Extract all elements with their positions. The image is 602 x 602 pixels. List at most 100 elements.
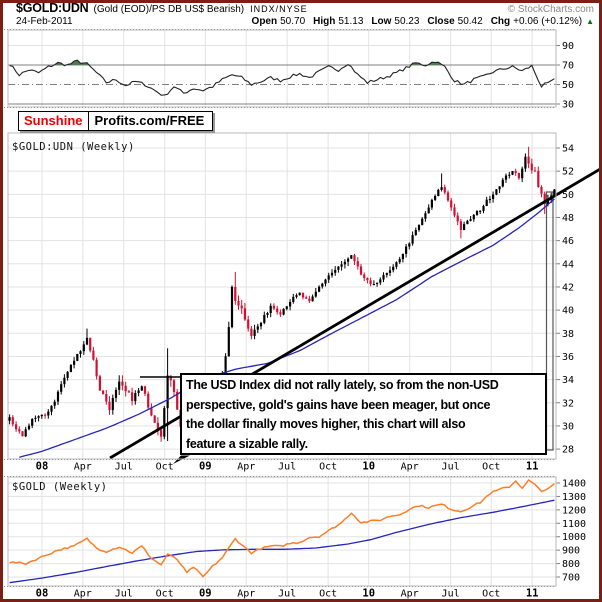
chart-header: $GOLD:UDN (Gold (EOD)/PS DB US$ Bearish)…	[0, 0, 602, 29]
gold-moving-average-line	[9, 499, 555, 584]
candle-body	[156, 422, 159, 430]
candle-body	[343, 261, 346, 265]
change-up-icon: ▲	[586, 17, 594, 26]
symbol-description: (Gold (EOD)/PS DB US$ Bearish)	[93, 4, 245, 15]
candle-body	[121, 381, 124, 386]
axis-label: 40	[562, 306, 574, 317]
candle-body	[256, 326, 259, 330]
candle-body	[324, 279, 327, 284]
candle-body	[388, 270, 392, 273]
axis-label: Apr	[74, 462, 92, 473]
annotation-line: perspective, gold's gains have been meag…	[186, 397, 491, 412]
candle-body	[118, 381, 121, 390]
callout-rect	[545, 191, 554, 451]
candle-body	[472, 214, 475, 220]
candle-body	[82, 344, 85, 352]
axis-label: 10	[362, 461, 375, 473]
candle-body	[411, 235, 414, 244]
candle-body	[114, 389, 118, 398]
panel-border	[7, 132, 557, 460]
axis-label: Jul	[442, 462, 460, 473]
gold-panel: 1400 1300 1200 1100 1000 900 800 700	[8, 479, 586, 584]
candle-body	[353, 255, 356, 262]
axis-label: 36	[562, 352, 574, 363]
axis-label: Jul	[442, 589, 460, 600]
sunshine-domain-text: Profits.com/FREE	[94, 113, 205, 128]
candle-body	[504, 175, 508, 180]
candle-body	[318, 286, 321, 292]
candle-body	[469, 219, 472, 221]
candle-body	[434, 196, 437, 200]
candle-body	[395, 262, 398, 267]
candle-body	[453, 207, 456, 216]
candle-body	[50, 405, 53, 412]
axis-label: 46	[562, 236, 574, 247]
axis-label: Apr	[74, 589, 92, 600]
candle-body	[73, 360, 76, 365]
candle-body	[421, 218, 424, 226]
candle-body	[427, 207, 430, 214]
axis-label: 800	[562, 559, 580, 570]
candle-body	[305, 297, 308, 299]
candle-body	[308, 298, 311, 302]
change-label: Chg	[490, 16, 511, 27]
oscillator-panel: 90 70 50 30	[8, 41, 574, 111]
axis-label: Oct	[319, 589, 337, 600]
candle-body	[485, 199, 488, 206]
sunshine-brand-text: Sunshine	[19, 112, 89, 130]
sunshine-profits-link[interactable]: Sunshine Profits.com/FREE	[18, 111, 214, 131]
candle-body	[327, 275, 330, 280]
candle-body	[98, 376, 101, 391]
oscillator-line	[9, 59, 555, 96]
candle-body	[224, 356, 227, 376]
candle-body	[408, 243, 411, 247]
candle-body	[140, 386, 143, 391]
header-line-1: $GOLD:UDN (Gold (EOD)/PS DB US$ Bearish)…	[0, 0, 602, 15]
axis-label: 48	[562, 213, 574, 224]
candle-body	[247, 319, 250, 329]
candle-body	[31, 419, 34, 426]
candle-body	[530, 163, 533, 171]
high-label: High	[313, 16, 336, 27]
candle-body	[243, 308, 246, 320]
close-label: Close	[427, 16, 455, 27]
candle-body	[437, 189, 440, 196]
candle-body	[372, 284, 375, 286]
candle-body	[369, 280, 372, 285]
candle-body	[330, 272, 334, 276]
candle-body	[102, 390, 105, 394]
candle-body	[363, 274, 366, 279]
panel-border	[7, 476, 557, 587]
candle-body	[269, 305, 272, 313]
axis-label: 44	[562, 259, 574, 270]
axis-label: Jul	[115, 462, 133, 473]
candle-body	[8, 417, 11, 421]
candle-body	[69, 364, 72, 372]
candle-body	[466, 220, 469, 225]
candle-body	[237, 300, 240, 306]
annotation-note: The USD Index did not rally lately, so f…	[180, 373, 547, 455]
candle-body	[463, 224, 466, 230]
candle-body	[15, 424, 18, 430]
close-value: 50.42	[457, 16, 483, 27]
axis-label: 42	[562, 282, 574, 293]
candle-body	[398, 259, 401, 263]
candle-body	[60, 384, 63, 392]
candle-body	[24, 429, 27, 437]
axis-label: Oct	[482, 462, 500, 473]
axis-label: Oct	[156, 462, 174, 473]
candle-body	[227, 327, 230, 357]
x-axis-labels: 08 Apr Jul Oct 09 Apr Jul Oct 10 Apr Jul Oct 11 08 Apr…	[36, 461, 539, 600]
candle-body	[253, 329, 256, 336]
candle-body	[479, 210, 482, 212]
axis-label: Apr	[237, 589, 255, 600]
oscillator-overbought-fill	[9, 60, 555, 65]
candle-body	[137, 390, 140, 393]
candle-body	[111, 398, 114, 411]
axis-label: $GOLD (Weekly)	[12, 481, 108, 493]
candle-body	[414, 230, 417, 236]
candle-body	[508, 174, 511, 176]
axis-label: 54	[562, 144, 574, 155]
candle-body	[282, 308, 285, 315]
